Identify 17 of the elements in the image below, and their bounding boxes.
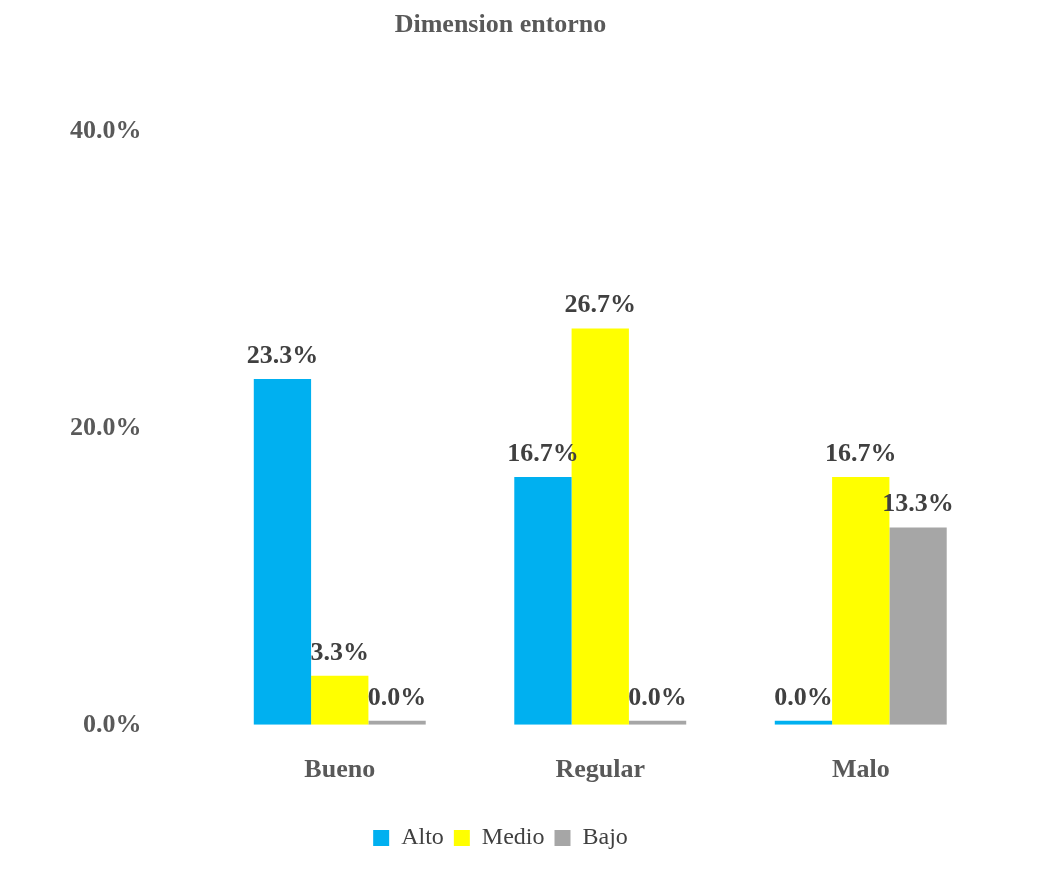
data-label: 3.3%: [310, 636, 369, 666]
y-tick-label: 20.0%: [70, 411, 142, 441]
legend-label: Alto: [401, 823, 444, 850]
data-label: 0.0%: [774, 681, 833, 711]
data-label: 0.0%: [367, 681, 427, 711]
y-tick-label: 40.0%: [70, 114, 142, 144]
x-tick-label: Regular: [555, 754, 646, 784]
x-tick-label: Malo: [831, 754, 890, 784]
y-tick-label: 0.0%: [83, 708, 142, 738]
legend-label: Medio: [481, 823, 545, 850]
data-label: 23.3%: [246, 339, 319, 369]
data-label: 16.7%: [825, 437, 897, 467]
data-label: 0.0%: [628, 681, 687, 711]
x-tick-label: Bueno: [304, 754, 376, 784]
chart-title: Dimension entorno: [394, 9, 607, 39]
legend-label: Bajo: [582, 823, 628, 850]
data-label: 26.7%: [564, 289, 636, 319]
